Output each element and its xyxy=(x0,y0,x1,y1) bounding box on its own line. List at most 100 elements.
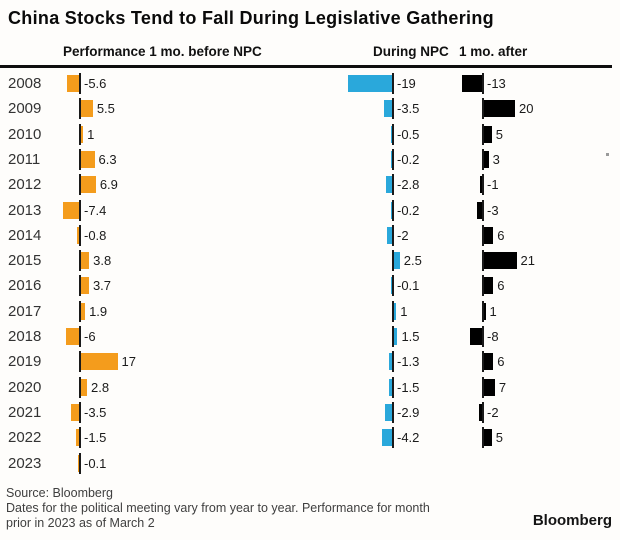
bar-value-label: 20 xyxy=(519,101,534,117)
bar-before-npc xyxy=(81,378,88,396)
year-label: 2018 xyxy=(8,328,42,345)
bar-during-npc xyxy=(391,150,392,168)
bar-after-npc xyxy=(484,150,489,168)
bar-value-label: -0.2 xyxy=(397,202,420,218)
bar-after-npc xyxy=(478,403,482,421)
bar-before-npc xyxy=(81,100,93,118)
bar-value-label: 1 xyxy=(400,303,408,319)
bar-value-label: 3.8 xyxy=(93,253,112,269)
bar-during-npc xyxy=(391,201,392,219)
bar-value-label: -0.8 xyxy=(84,227,107,243)
bar-value-label: 3.7 xyxy=(92,278,112,294)
year-label: 2010 xyxy=(8,125,42,143)
zero-axis xyxy=(482,148,484,170)
zero-axis xyxy=(392,224,394,246)
bar-during-npc xyxy=(385,176,392,194)
zero-axis xyxy=(482,275,484,297)
bar-during-npc xyxy=(387,226,392,244)
bar-after-npc xyxy=(484,277,494,295)
zero-axis xyxy=(392,376,394,398)
zero-axis xyxy=(392,427,394,449)
bar-after-npc xyxy=(484,429,492,447)
bar-during-npc xyxy=(385,403,392,421)
bar-value-label: 17 xyxy=(121,354,137,370)
bar-value-label: -1.5 xyxy=(397,379,420,395)
zero-axis xyxy=(392,98,394,120)
bar-before-npc xyxy=(77,226,79,244)
bar-after-npc xyxy=(484,302,486,320)
bar-value-label: 3 xyxy=(492,151,500,167)
zero-axis xyxy=(79,98,81,120)
bar-value-label: 1.9 xyxy=(89,303,108,319)
chart-title: China Stocks Tend to Fall During Legisla… xyxy=(8,8,494,28)
zero-axis xyxy=(79,326,81,347)
zero-axis xyxy=(392,275,394,297)
bar-value-label: -0.1 xyxy=(397,278,420,294)
bar-value-label: -3.5 xyxy=(397,101,420,117)
bar-value-label: -4.2 xyxy=(397,430,420,446)
bloomberg-logo: Bloomberg xyxy=(532,512,612,529)
bar-after-npc xyxy=(484,378,495,396)
bar-value-label: 1.5 xyxy=(401,329,420,344)
bar-during-npc xyxy=(383,100,392,118)
zero-axis xyxy=(79,300,81,322)
zero-axis xyxy=(79,376,81,398)
bar-value-label: -0.5 xyxy=(397,126,420,142)
bar-before-npc xyxy=(81,150,95,168)
bar-before-npc xyxy=(81,252,90,270)
stray-dot xyxy=(606,153,609,156)
bar-value-label: 5.5 xyxy=(96,101,115,117)
bar-value-label: -0.1 xyxy=(84,455,107,471)
bar-value-label: 1 xyxy=(87,126,95,142)
zero-axis xyxy=(79,199,81,221)
bar-before-npc xyxy=(66,328,79,345)
year-label: 2009 xyxy=(8,100,42,118)
zero-axis xyxy=(482,300,484,322)
bar-value-label: -1.5 xyxy=(84,430,107,446)
bar-value-label: 6 xyxy=(497,278,505,294)
bar-value-label: -2.9 xyxy=(397,404,420,420)
bar-after-npc xyxy=(484,353,494,371)
bar-before-npc xyxy=(75,429,79,447)
column-header-during-npc: During NPC xyxy=(373,44,449,59)
bar-value-label: -0.2 xyxy=(397,151,420,167)
zero-axis xyxy=(79,452,81,474)
zero-axis xyxy=(79,275,81,297)
zero-axis xyxy=(79,427,81,449)
bar-after-npc xyxy=(477,201,482,219)
zero-axis xyxy=(392,351,394,373)
bar-after-npc xyxy=(480,176,482,194)
zero-axis xyxy=(392,326,394,347)
zero-axis xyxy=(482,199,484,221)
year-label: 2019 xyxy=(8,353,42,371)
bar-before-npc xyxy=(81,302,86,320)
bar-before-npc xyxy=(81,125,84,143)
bar-during-npc xyxy=(394,302,397,320)
zero-axis xyxy=(482,224,484,246)
bar-value-label: 1 xyxy=(489,303,497,319)
year-label: 2015 xyxy=(8,252,42,270)
footnote-line2: prior in 2023 as of March 2 xyxy=(6,516,155,530)
year-label: 2011 xyxy=(8,150,41,168)
bar-value-label: -2.8 xyxy=(397,177,420,193)
zero-axis xyxy=(482,73,484,94)
zero-axis xyxy=(482,123,484,145)
bar-during-npc xyxy=(391,277,392,295)
zero-axis xyxy=(79,250,81,272)
bar-value-label: 7 xyxy=(498,379,507,395)
bar-value-label: -5.6 xyxy=(84,76,107,91)
year-label: 2017 xyxy=(8,302,42,320)
bar-value-label: -13 xyxy=(487,76,506,91)
bar-during-npc xyxy=(394,252,400,270)
bar-value-label: -3 xyxy=(487,202,499,218)
bar-value-label: 2.5 xyxy=(403,253,422,269)
zero-axis xyxy=(79,148,81,170)
zero-axis xyxy=(392,199,394,221)
column-header-before-npc: Performance 1 mo. before NPC xyxy=(63,44,262,59)
bar-before-npc xyxy=(81,176,96,194)
column-header-after-npc: 1 mo. after xyxy=(459,44,528,59)
zero-axis xyxy=(79,224,81,246)
bar-during-npc xyxy=(388,378,392,396)
year-label: 2022 xyxy=(8,429,42,447)
